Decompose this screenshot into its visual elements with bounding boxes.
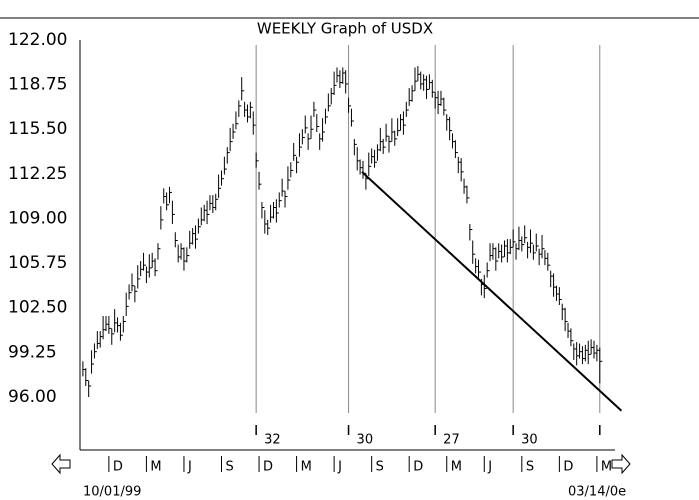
end-date: 03/14/0e [568, 485, 626, 500]
y-tick-label: 122.00 [8, 30, 67, 50]
trend-line [361, 171, 623, 412]
y-tick-label: 112.25 [8, 164, 67, 184]
scroll-left-arrow[interactable] [51, 453, 71, 475]
x-tick-label: J [487, 460, 492, 475]
x-tick-label: M [601, 460, 612, 475]
cycle-length: 32 [264, 433, 281, 448]
y-tick-label: 115.50 [8, 119, 67, 139]
x-tick-label: S [225, 460, 233, 475]
x-tick-label: M [301, 460, 312, 475]
x-tick-label: D [263, 460, 273, 475]
cycle-length: 27 [443, 433, 460, 448]
x-tick-label: M [150, 460, 161, 475]
cycle-length: 30 [357, 433, 374, 448]
x-tick-label: D [113, 460, 123, 475]
y-tick-label: 102.50 [8, 298, 67, 318]
y-tick-label: 96.00 [8, 387, 57, 407]
cycle-length: 30 [521, 433, 538, 448]
x-tick-label: M [451, 460, 462, 475]
y-tick-label: 99.25 [8, 342, 57, 362]
x-tick-label: J [337, 460, 342, 475]
x-tick-label: J [187, 460, 192, 475]
x-tick-label: S [526, 460, 534, 475]
start-date: 10/01/99 [83, 485, 141, 500]
x-tick-label: S [376, 460, 384, 475]
chart-title: WEEKLY Graph of USDX [257, 20, 433, 38]
y-tick-label: 105.75 [8, 253, 67, 273]
y-tick-label: 118.75 [8, 75, 67, 95]
x-tick-label: D [413, 460, 423, 475]
x-tick-label: D [563, 460, 573, 475]
scroll-right-arrow[interactable] [611, 453, 631, 475]
y-tick-label: 109.00 [8, 208, 67, 228]
